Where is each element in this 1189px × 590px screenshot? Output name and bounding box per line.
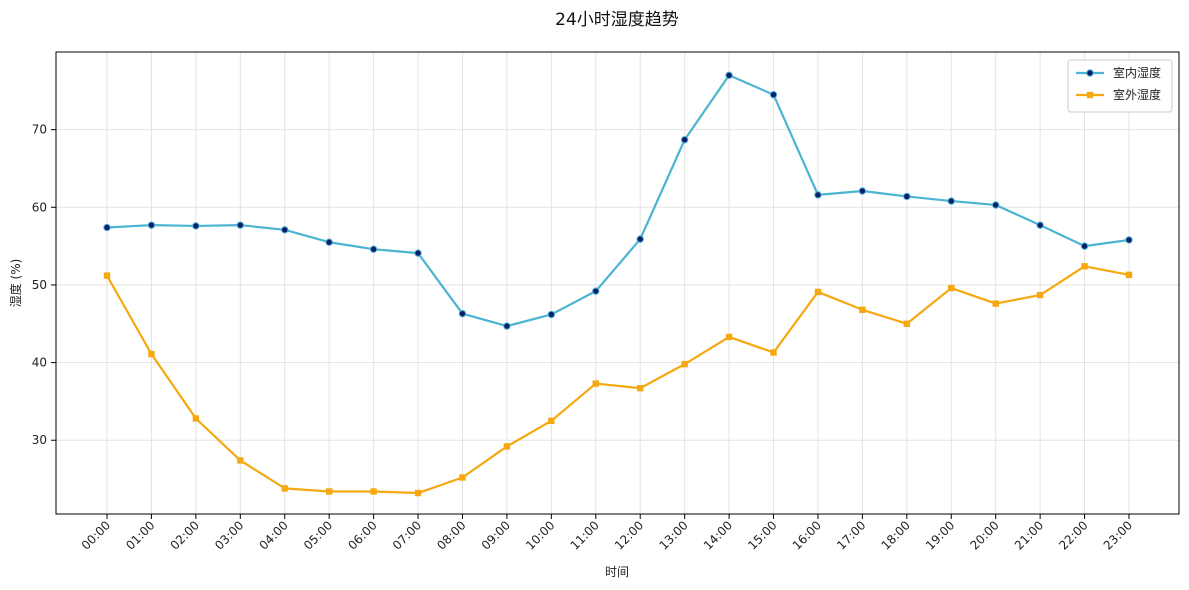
data-point xyxy=(458,309,467,318)
data-point xyxy=(725,333,733,341)
y-tick-label: 40 xyxy=(32,356,47,370)
legend-marker xyxy=(1086,69,1094,77)
data-point xyxy=(503,322,511,330)
data-point xyxy=(192,222,200,230)
data-point xyxy=(548,417,555,425)
y-tick-label: 30 xyxy=(32,433,47,447)
x-tick-label: 06:00 xyxy=(345,518,379,552)
series-group xyxy=(103,71,1133,497)
grid-lines xyxy=(56,52,1179,514)
data-point xyxy=(770,349,777,356)
x-axis-label: 时间 xyxy=(605,565,629,579)
data-point xyxy=(725,71,733,79)
data-point xyxy=(237,457,244,464)
data-point xyxy=(992,300,999,307)
data-point xyxy=(769,91,778,99)
y-tick-label: 70 xyxy=(32,123,47,137)
series-line-1 xyxy=(106,74,1130,328)
x-tick-label: 17:00 xyxy=(834,518,868,552)
y-tick-label: 60 xyxy=(32,200,47,214)
y-tick-label: 50 xyxy=(32,278,47,292)
data-point xyxy=(192,415,200,422)
y-axis-label: 湿度 (%) xyxy=(8,259,23,308)
chart-title: 24小时湿度趋势 xyxy=(555,10,679,30)
data-point xyxy=(636,235,644,243)
x-tick-label: 16:00 xyxy=(790,518,824,552)
x-tick-label: 23:00 xyxy=(1101,518,1135,552)
axes: 00:00 01:00 02:00 03:00 04:00 05:00 06:00 07:00… xyxy=(32,123,1135,553)
data-point xyxy=(592,380,599,387)
data-point xyxy=(903,320,911,327)
legend-label: 室内湿度 xyxy=(1113,65,1161,80)
data-point xyxy=(681,360,688,368)
data-point xyxy=(814,288,822,296)
x-tick-label: 07:00 xyxy=(390,518,424,552)
data-point xyxy=(680,136,689,144)
data-point xyxy=(236,221,245,229)
x-tick-label: 00:00 xyxy=(79,518,113,552)
data-point xyxy=(459,474,466,481)
data-point xyxy=(147,221,156,229)
data-point xyxy=(103,272,111,279)
data-point xyxy=(1081,263,1088,270)
x-tick-label: 15:00 xyxy=(745,518,779,552)
data-point xyxy=(325,488,333,495)
data-point xyxy=(103,223,111,232)
x-tick-label: 04:00 xyxy=(256,518,290,552)
x-tick-label: 12:00 xyxy=(612,518,646,552)
x-tick-label: 14:00 xyxy=(701,518,735,552)
data-point xyxy=(858,187,867,195)
data-point xyxy=(947,197,955,205)
x-tick-label: 03:00 xyxy=(212,518,246,552)
x-tick-label: 22:00 xyxy=(1056,518,1090,552)
x-tick-label: 18:00 xyxy=(879,518,913,552)
x-tick-label: 19:00 xyxy=(923,518,957,552)
data-point xyxy=(414,249,422,257)
data-point xyxy=(903,192,911,201)
data-point xyxy=(370,488,377,495)
x-tick-label: 09:00 xyxy=(479,518,513,552)
x-tick-label: 11:00 xyxy=(568,518,602,552)
data-point xyxy=(1036,291,1044,299)
x-tick-label: 21:00 xyxy=(1012,518,1046,552)
x-tick-label: 20:00 xyxy=(967,518,1001,552)
x-tick-label: 10:00 xyxy=(523,518,557,552)
data-point xyxy=(991,201,1000,209)
x-tick-label: 02:00 xyxy=(168,518,202,552)
data-point xyxy=(592,287,600,295)
data-point xyxy=(148,350,155,358)
data-point xyxy=(1036,221,1044,229)
data-point xyxy=(325,238,333,246)
x-tick-label: 05:00 xyxy=(301,518,335,552)
data-point xyxy=(281,485,288,492)
data-point xyxy=(547,310,556,319)
data-point xyxy=(1080,242,1089,250)
data-point xyxy=(1125,271,1133,279)
series-line-2 xyxy=(106,265,1130,495)
plot-area-frame xyxy=(55,51,1180,515)
data-point xyxy=(859,306,866,313)
legend-marker xyxy=(1086,91,1094,99)
data-point xyxy=(637,385,644,392)
data-point xyxy=(948,284,955,292)
data-point xyxy=(414,489,422,497)
legend-label: 室外湿度 xyxy=(1113,87,1161,102)
x-tick-label: 13:00 xyxy=(656,518,690,552)
data-point xyxy=(503,443,511,450)
data-point xyxy=(814,191,822,199)
x-tick-label: 01:00 xyxy=(123,518,157,552)
data-point xyxy=(281,226,289,234)
data-point xyxy=(369,245,378,253)
x-tick-label: 08:00 xyxy=(434,518,468,552)
data-point xyxy=(1125,236,1133,244)
